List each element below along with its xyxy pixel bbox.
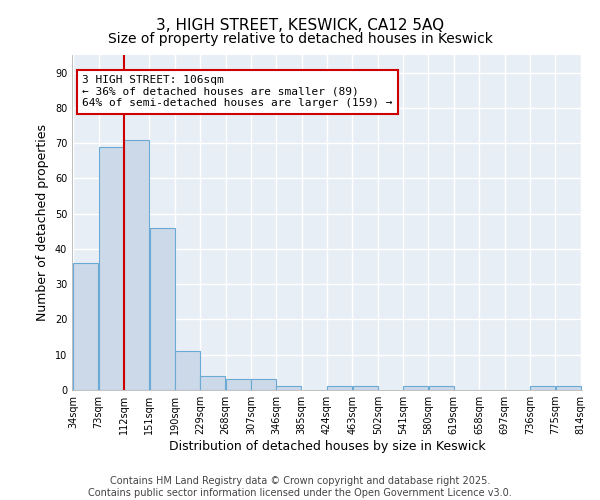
Bar	[124, 140, 149, 390]
Bar	[530, 386, 555, 390]
Bar	[149, 228, 175, 390]
Bar	[327, 386, 352, 390]
Bar	[403, 386, 428, 390]
Text: Size of property relative to detached houses in Keswick: Size of property relative to detached ho…	[107, 32, 493, 46]
Bar	[277, 386, 301, 390]
Bar	[226, 380, 251, 390]
Text: Contains HM Land Registry data © Crown copyright and database right 2025.
Contai: Contains HM Land Registry data © Crown c…	[88, 476, 512, 498]
Bar	[175, 351, 200, 390]
Y-axis label: Number of detached properties: Number of detached properties	[36, 124, 49, 321]
Bar	[251, 380, 276, 390]
Text: 3 HIGH STREET: 106sqm
← 36% of detached houses are smaller (89)
64% of semi-deta: 3 HIGH STREET: 106sqm ← 36% of detached …	[82, 75, 392, 108]
Bar	[353, 386, 377, 390]
Bar	[428, 386, 454, 390]
Bar	[73, 263, 98, 390]
Text: 3, HIGH STREET, KESWICK, CA12 5AQ: 3, HIGH STREET, KESWICK, CA12 5AQ	[156, 18, 444, 32]
X-axis label: Distribution of detached houses by size in Keswick: Distribution of detached houses by size …	[169, 440, 485, 453]
Bar	[556, 386, 581, 390]
Bar	[200, 376, 226, 390]
Bar	[99, 146, 124, 390]
